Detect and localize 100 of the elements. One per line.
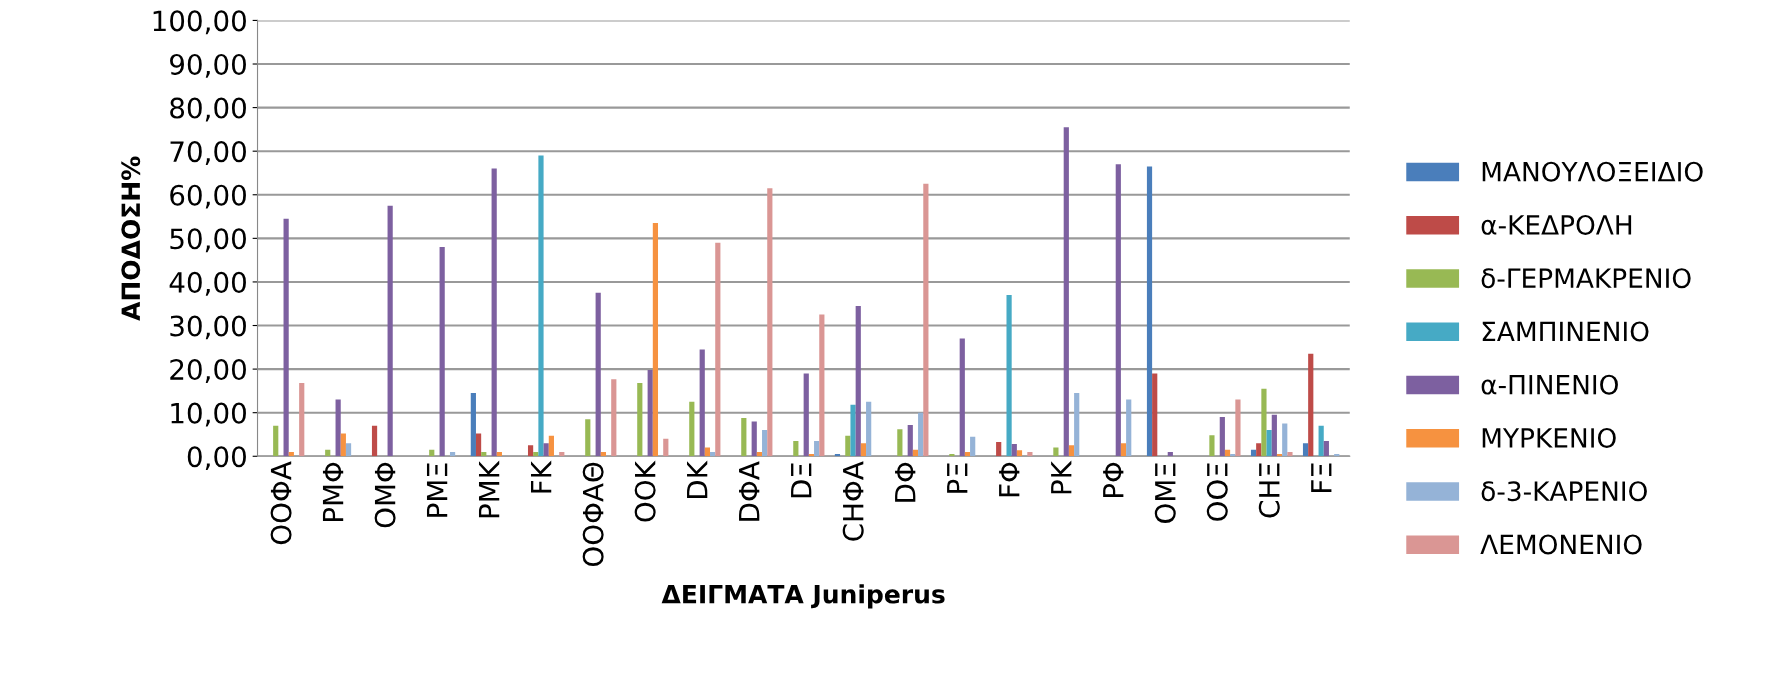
bar xyxy=(1063,127,1069,457)
x-tick-label: ΡΜΚ xyxy=(478,460,500,518)
bar xyxy=(803,373,809,457)
bar xyxy=(1115,164,1121,457)
bar xyxy=(1209,435,1215,457)
x-tick-label: FΦ xyxy=(999,462,1020,497)
y-tick-label: 70,00 xyxy=(170,141,246,165)
y-axis-title: ΑΠΟΔΟΣΗ% xyxy=(121,156,141,321)
bar xyxy=(834,454,841,457)
bar xyxy=(808,454,815,457)
x-tick-label: ΟΟΚ xyxy=(634,460,656,522)
bar xyxy=(1016,450,1023,457)
legend-label: ΛΕΜΟΝΕΝΙΟ xyxy=(1480,534,1642,555)
y-tick-label: 100,00 xyxy=(153,10,246,35)
legend-label: ΣΑΜΠΙΝΕΝΙΟ xyxy=(1482,321,1649,342)
bar xyxy=(1011,444,1017,457)
legend-label: α-ΚΕΔΡΟΛΗ xyxy=(1481,214,1632,235)
bar xyxy=(751,421,757,457)
y-tick-label: 60,00 xyxy=(170,184,246,209)
x-tick-label: ΟΜΦ xyxy=(374,462,396,528)
bar xyxy=(1287,451,1293,457)
legend-label: ΜΑΝΟΥΛΟΞΕΙΔΙΟ xyxy=(1482,161,1703,182)
bar xyxy=(611,379,617,457)
bar xyxy=(715,242,721,457)
y-tick-label: 20,00 xyxy=(170,359,246,383)
bar xyxy=(1308,353,1314,457)
bar xyxy=(970,436,976,457)
x-tick-label: ΡΦ xyxy=(1103,462,1124,498)
bar xyxy=(1282,423,1288,457)
bar xyxy=(371,425,378,457)
bar xyxy=(1261,388,1267,457)
bar xyxy=(996,441,1002,457)
bar xyxy=(1318,425,1324,457)
bar xyxy=(387,205,393,457)
x-tick-label: CΗΞ xyxy=(1258,463,1280,518)
bar xyxy=(1152,373,1158,457)
x-tick-label: DK xyxy=(687,460,708,499)
bar xyxy=(689,401,695,457)
bar xyxy=(647,369,653,457)
bar xyxy=(767,188,773,457)
bar xyxy=(340,433,346,457)
bar xyxy=(1334,454,1340,457)
y-tick-label: 40,00 xyxy=(169,271,246,296)
x-tick-label: FΞ xyxy=(1311,463,1332,492)
bar xyxy=(299,383,305,457)
bar xyxy=(850,404,856,457)
bar xyxy=(283,218,289,457)
bar xyxy=(923,183,929,457)
x-axis-title: ΔΕΙΓΜΑΤΑ Juniperus xyxy=(661,584,945,609)
bar xyxy=(860,443,867,457)
bar xyxy=(1068,445,1075,457)
bar xyxy=(897,429,903,457)
legend-label: α-ΠΙΝΕΝΙΟ xyxy=(1481,374,1618,395)
bar xyxy=(527,445,534,457)
x-tick-label: ΡΚ xyxy=(1051,460,1072,494)
bar xyxy=(1230,454,1236,457)
bar xyxy=(762,430,768,457)
bar xyxy=(918,412,924,457)
bar xyxy=(855,305,861,457)
y-tick-label: 80,00 xyxy=(170,97,246,122)
x-tick-label: DΦΑ xyxy=(739,461,760,521)
bar xyxy=(273,425,279,457)
bar xyxy=(793,441,799,457)
x-tick-label: ΟΟΞ xyxy=(1206,463,1228,521)
bar xyxy=(335,399,341,457)
x-tick-label: ΟΟΦΑ xyxy=(270,461,292,545)
x-tick-label: DΦ xyxy=(895,462,916,502)
x-tick-label: ΡΜΞ xyxy=(426,463,448,517)
y-tick-label: 50,00 xyxy=(170,228,246,253)
bar xyxy=(1256,443,1262,457)
bar xyxy=(741,417,747,457)
bar xyxy=(663,438,669,457)
bar xyxy=(845,435,851,457)
bar xyxy=(652,223,659,457)
x-tick-label: CΗΦΑ xyxy=(842,461,864,541)
bar xyxy=(1276,454,1283,457)
bar xyxy=(949,454,955,457)
bar xyxy=(1126,399,1132,457)
x-tick-label: DΞ xyxy=(791,463,812,498)
x-tick-label: FK xyxy=(531,460,552,493)
bar xyxy=(491,168,497,457)
x-tick-label: ΟΜΞ xyxy=(1154,463,1176,523)
bar xyxy=(907,424,913,457)
legend-label: δ-3-ΚΑΡΕΝΙΟ xyxy=(1481,481,1647,502)
bar xyxy=(1006,295,1012,457)
y-tick-label: 10,00 xyxy=(171,402,246,427)
bar xyxy=(345,443,352,457)
bar xyxy=(819,314,825,457)
bar xyxy=(1302,443,1309,457)
bar xyxy=(543,443,549,457)
bar xyxy=(1235,399,1241,457)
bar xyxy=(1074,393,1080,457)
bar xyxy=(1146,166,1153,457)
x-tick-label: ΟΟΦΑΘ xyxy=(582,462,604,567)
bar xyxy=(1219,417,1225,457)
bar xyxy=(538,155,544,457)
y-tick-label: 30,00 xyxy=(170,315,246,340)
y-tick-label: 0,00 xyxy=(187,446,246,471)
bar xyxy=(1271,414,1277,457)
x-tick-label: ΡΞ xyxy=(947,463,968,493)
